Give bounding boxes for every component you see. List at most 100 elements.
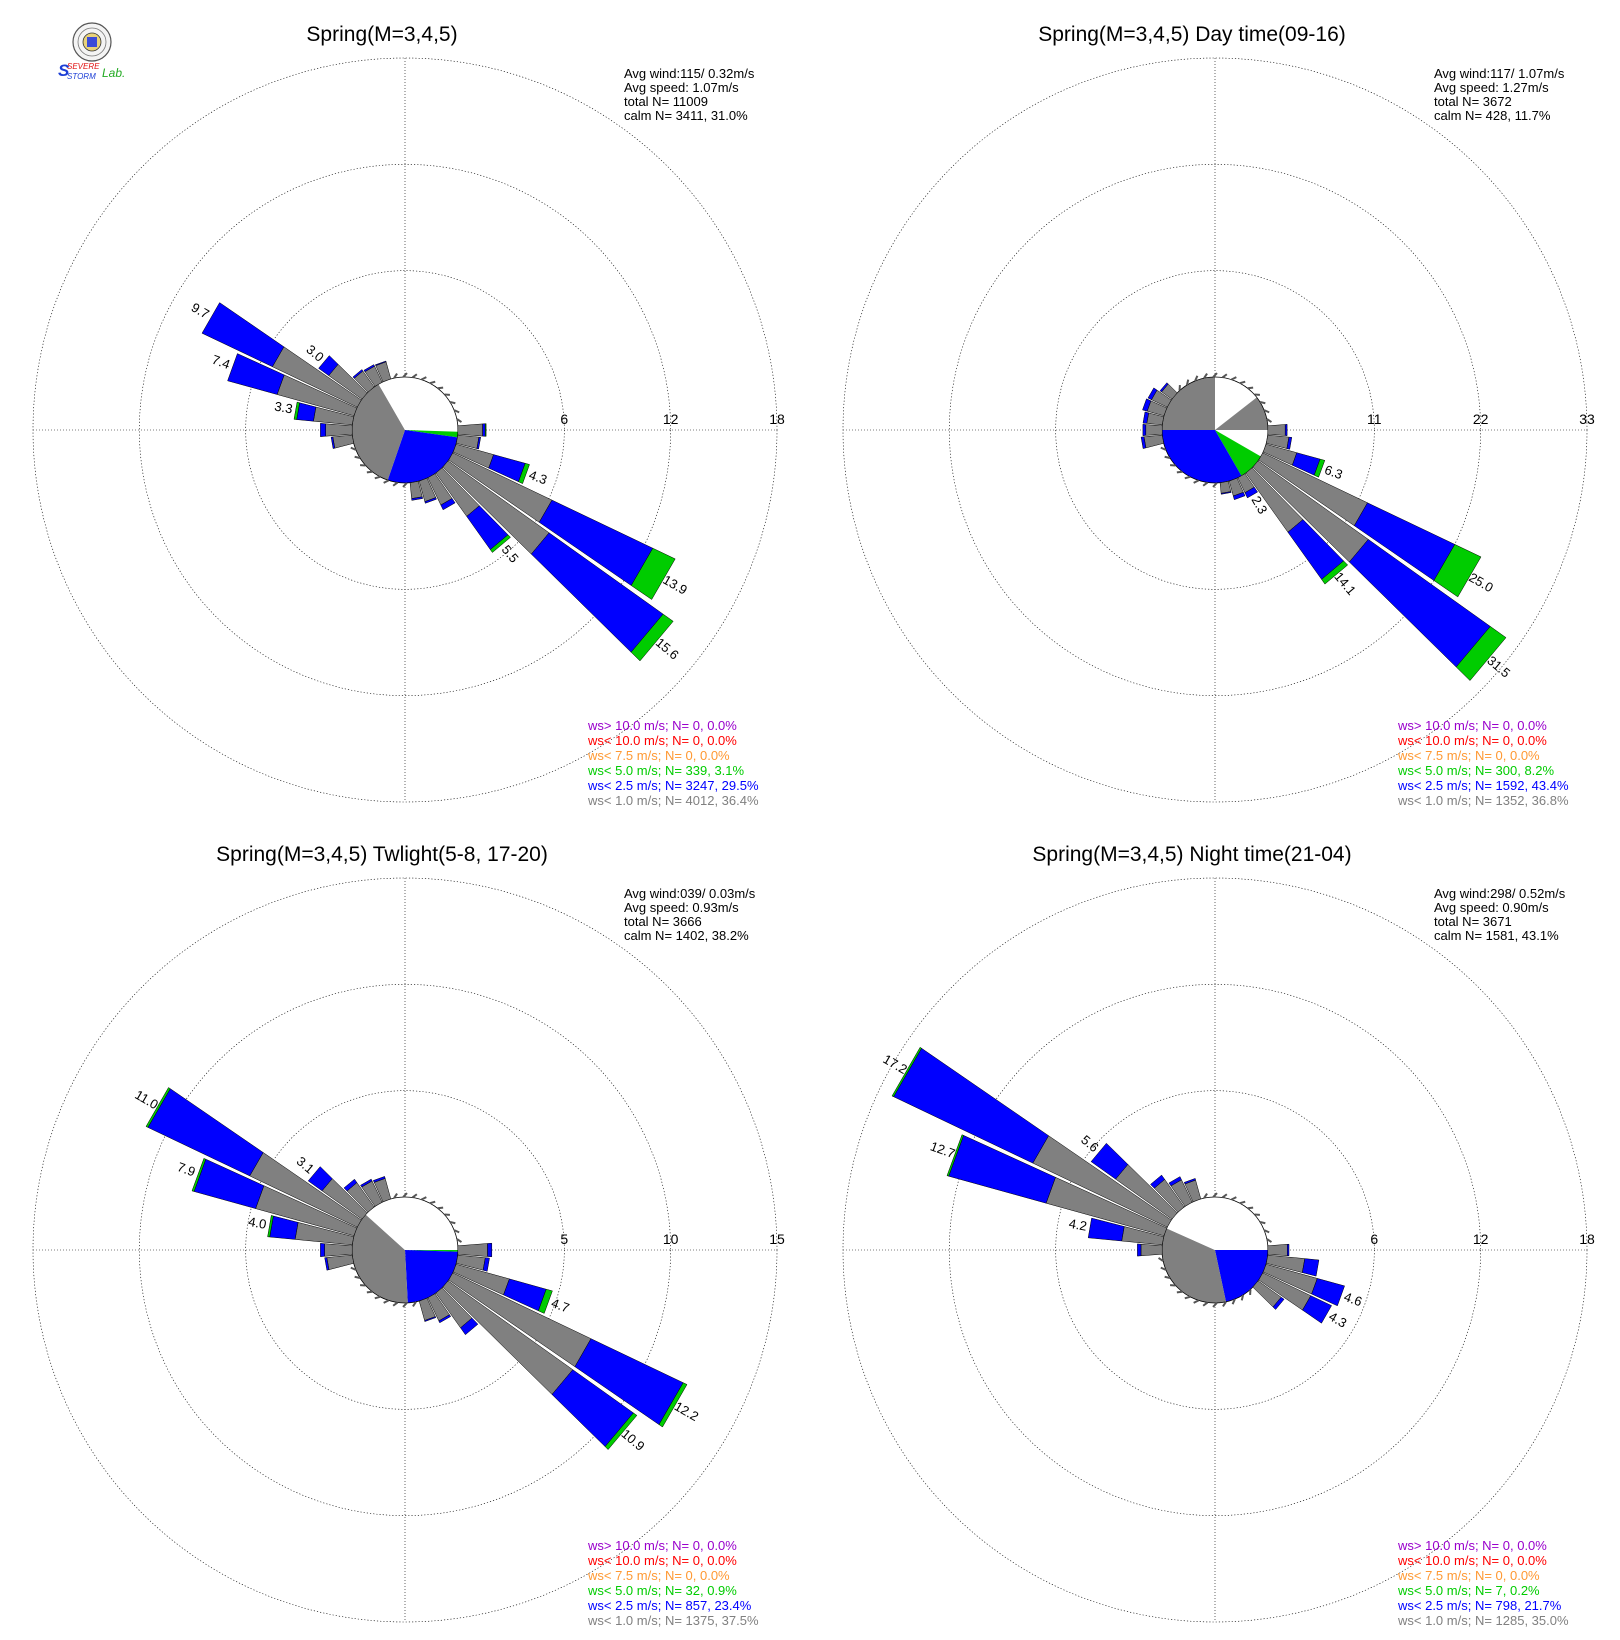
stats-line-2: Avg speed: 0.90m/s: [1434, 900, 1549, 915]
bar-segment-gray: [1140, 1243, 1163, 1257]
direction-tick: [1247, 386, 1254, 390]
range-ring-2: [139, 164, 671, 696]
bar-segment-blue: [1272, 1296, 1285, 1310]
bar-segment-blue: [1087, 1217, 1125, 1242]
range-ring-label-3: 33: [1579, 411, 1595, 427]
direction-tick: [383, 479, 390, 484]
direction-tick: [383, 1299, 390, 1304]
bar-value-label: 3.0: [303, 342, 326, 365]
bar-segment-green: [518, 462, 530, 484]
bar-segment-green: [145, 1087, 171, 1128]
legend-entry-2: ws< 10.0 m/s; N= 0, 0.0%: [587, 1553, 737, 1568]
bar-segment-blue: [438, 1314, 452, 1324]
legend-entry-2: ws< 10.0 m/s; N= 0, 0.0%: [587, 733, 737, 748]
bar-segment-blue: [1142, 411, 1149, 424]
stats-line-4: calm N= 3411, 31.0%: [624, 108, 748, 123]
calm-pie-slice: [405, 430, 458, 438]
stats-line-3: total N= 3666: [624, 914, 702, 929]
bar-segment-blue: [1311, 1278, 1345, 1307]
direction-tick: [366, 1290, 373, 1294]
bar-segment-blue: [1159, 382, 1169, 393]
calm-pie-slice: [405, 1197, 458, 1250]
bar-segment-blue: [1142, 398, 1152, 412]
direction-tick: [1240, 1294, 1245, 1301]
svg-text:STORM: STORM: [67, 72, 96, 81]
direction-tick: [1202, 481, 1209, 487]
stats-line-4: calm N= 1581, 43.1%: [1434, 928, 1559, 943]
stats-line-2: Avg speed: 1.07m/s: [624, 80, 739, 95]
bar-segment-green: [604, 1412, 638, 1450]
legend-entry-1: ws> 10.0 m/s; N= 0, 0.0%: [587, 1538, 737, 1553]
direction-tick: [429, 1200, 436, 1205]
range-ring-label-3: 18: [1579, 1231, 1595, 1247]
range-ring-2: [139, 984, 671, 1516]
bar-value-label: 13.9: [660, 572, 689, 598]
bar-segment-green: [1433, 544, 1482, 598]
direction-tick: [1239, 1200, 1246, 1205]
bar-segment-blue: [1244, 486, 1258, 499]
stats-line-2: Avg speed: 0.93m/s: [624, 900, 739, 915]
bar-segment-blue: [482, 1257, 490, 1272]
calm-pie-slice: [351, 1214, 408, 1303]
direction-tick: [1222, 1301, 1227, 1308]
legend-entry-1: ws> 10.0 m/s; N= 0, 0.0%: [1397, 1538, 1547, 1553]
legend-entry-1: ws> 10.0 m/s; N= 0, 0.0%: [1397, 718, 1547, 733]
direction-tick: [1193, 1299, 1200, 1304]
calm-pie-slice: [1215, 397, 1268, 430]
legend-entry-5: ws< 2.5 m/s; N= 857, 23.4%: [587, 1598, 752, 1613]
direction-tick: [1231, 1298, 1236, 1305]
panel-title: Spring(M=3,4,5) Night time(21-04): [1032, 843, 1351, 866]
direction-tick: [1164, 455, 1171, 460]
bar-segment-blue: [424, 497, 437, 504]
direction-tick: [437, 1206, 444, 1210]
calm-pie-slice: [1215, 430, 1268, 457]
bar-segment-blue: [482, 423, 486, 437]
direction-tick: [402, 1302, 408, 1308]
stats-line-3: total N= 3671: [1434, 914, 1512, 929]
bar-segment-blue: [1220, 491, 1232, 495]
calm-pie-slice: [405, 377, 459, 432]
bar-value-label: 4.3: [527, 467, 549, 487]
direction-tick: [1212, 372, 1218, 378]
calm-pie-slice: [1215, 430, 1261, 476]
stats-line-1: Avg wind:115/ 0.32m/s: [624, 66, 755, 81]
bar-value-label: 7.9: [175, 1159, 197, 1179]
direction-tick: [1185, 379, 1190, 386]
calm-pie-slice: [351, 384, 405, 481]
direction-tick: [1266, 1238, 1273, 1243]
bar-segment-blue: [343, 1178, 358, 1192]
stats-line-4: calm N= 428, 11.7%: [1434, 108, 1551, 123]
legend-entry-5: ws< 2.5 m/s; N= 1592, 43.4%: [1397, 778, 1569, 793]
panel-title: Spring(M=3,4,5) Twlight(5-8, 17-20): [216, 843, 548, 866]
bar-segment-blue: [1286, 436, 1293, 450]
stats-line-1: Avg wind:117/ 1.07m/s: [1434, 66, 1565, 81]
direction-tick: [1164, 1275, 1171, 1280]
stats-line-2: Avg speed: 1.27m/s: [1434, 80, 1549, 95]
direction-tick: [392, 1301, 399, 1307]
range-ring-label-3: 18: [769, 411, 785, 427]
legend-entry-6: ws< 1.0 m/s; N= 1375, 37.5%: [587, 1613, 759, 1628]
direction-tick: [1176, 1290, 1183, 1294]
bar-segment-blue: [372, 1176, 386, 1183]
calm-pie-slice: [1162, 377, 1215, 430]
calm-pie-slice: [378, 377, 405, 430]
bar-segment-green: [1455, 626, 1507, 681]
direction-tick: [453, 1229, 460, 1234]
bar-segment-blue: [460, 1317, 479, 1336]
bar-segment-green: [489, 534, 511, 553]
bar-segment-blue: [1142, 424, 1147, 436]
direction-tick: [411, 1193, 418, 1199]
direction-tick: [411, 373, 418, 379]
bar-segment-blue: [1183, 1178, 1196, 1185]
bar-segment-gray: [1145, 424, 1163, 436]
bar-segment-blue: [1302, 1295, 1332, 1324]
legend-entry-6: ws< 1.0 m/s; N= 1285, 35.0%: [1397, 1613, 1569, 1628]
bar-segment-blue: [1147, 387, 1158, 401]
legend-entry-6: ws< 1.0 m/s; N= 1352, 36.8%: [1397, 793, 1569, 808]
bar-segment-green: [191, 1158, 207, 1192]
direction-tick: [456, 418, 463, 423]
bar-segment-blue: [363, 364, 375, 373]
direction-tick: [1263, 409, 1270, 414]
bar-segment-green: [293, 401, 300, 420]
bar-segment-green: [946, 1134, 964, 1177]
